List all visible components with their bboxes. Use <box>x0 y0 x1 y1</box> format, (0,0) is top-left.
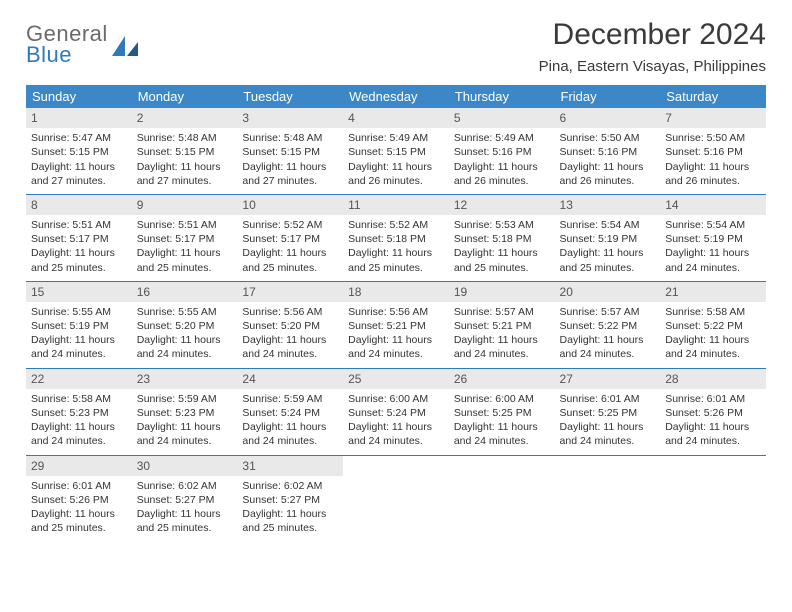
day-detail-cell: Sunrise: 5:57 AMSunset: 5:22 PMDaylight:… <box>555 302 661 368</box>
detail-row: Sunrise: 5:47 AMSunset: 5:15 PMDaylight:… <box>26 128 766 194</box>
detail-row: Sunrise: 6:01 AMSunset: 5:26 PMDaylight:… <box>26 476 766 542</box>
day-detail-cell: Sunrise: 5:51 AMSunset: 5:17 PMDaylight:… <box>132 215 238 281</box>
day-number-cell <box>660 455 766 476</box>
daynum-row: 15161718192021 <box>26 281 766 302</box>
day-detail-cell: Sunrise: 5:54 AMSunset: 5:19 PMDaylight:… <box>555 215 661 281</box>
day-detail-cell <box>660 476 766 542</box>
logo-sail-icon <box>112 34 140 58</box>
day-detail-cell: Sunrise: 5:56 AMSunset: 5:21 PMDaylight:… <box>343 302 449 368</box>
day-detail-cell: Sunrise: 5:59 AMSunset: 5:24 PMDaylight:… <box>237 389 343 455</box>
daynum-row: 1234567 <box>26 108 766 128</box>
day-number-cell: 30 <box>132 455 238 476</box>
day-detail-cell: Sunrise: 5:48 AMSunset: 5:15 PMDaylight:… <box>132 128 238 194</box>
day-number-cell: 22 <box>26 368 132 389</box>
day-number-cell: 14 <box>660 194 766 215</box>
weekday-header: Sunday <box>26 85 132 108</box>
location-text: Pina, Eastern Visayas, Philippines <box>539 58 766 75</box>
day-number-cell: 12 <box>449 194 555 215</box>
day-detail-cell: Sunrise: 6:00 AMSunset: 5:24 PMDaylight:… <box>343 389 449 455</box>
day-number-cell: 29 <box>26 455 132 476</box>
header: General Blue December 2024 Pina, Eastern… <box>26 18 766 75</box>
day-number-cell: 5 <box>449 108 555 128</box>
daynum-row: 22232425262728 <box>26 368 766 389</box>
day-number-cell: 3 <box>237 108 343 128</box>
day-number-cell <box>555 455 661 476</box>
day-number-cell: 4 <box>343 108 449 128</box>
day-detail-cell: Sunrise: 5:59 AMSunset: 5:23 PMDaylight:… <box>132 389 238 455</box>
day-number-cell: 7 <box>660 108 766 128</box>
day-number-cell: 1 <box>26 108 132 128</box>
day-number-cell: 27 <box>555 368 661 389</box>
day-detail-cell: Sunrise: 6:02 AMSunset: 5:27 PMDaylight:… <box>132 476 238 542</box>
day-number-cell: 17 <box>237 281 343 302</box>
day-detail-cell: Sunrise: 6:01 AMSunset: 5:25 PMDaylight:… <box>555 389 661 455</box>
calendar-table: Sunday Monday Tuesday Wednesday Thursday… <box>26 85 766 541</box>
day-number-cell: 24 <box>237 368 343 389</box>
day-detail-cell <box>343 476 449 542</box>
day-number-cell: 6 <box>555 108 661 128</box>
day-detail-cell: Sunrise: 5:55 AMSunset: 5:19 PMDaylight:… <box>26 302 132 368</box>
day-number-cell: 2 <box>132 108 238 128</box>
day-detail-cell: Sunrise: 5:52 AMSunset: 5:17 PMDaylight:… <box>237 215 343 281</box>
day-number-cell: 8 <box>26 194 132 215</box>
day-detail-cell: Sunrise: 6:02 AMSunset: 5:27 PMDaylight:… <box>237 476 343 542</box>
brand-logo: General Blue <box>26 18 140 66</box>
day-detail-cell: Sunrise: 6:00 AMSunset: 5:25 PMDaylight:… <box>449 389 555 455</box>
day-detail-cell: Sunrise: 5:58 AMSunset: 5:22 PMDaylight:… <box>660 302 766 368</box>
day-number-cell: 11 <box>343 194 449 215</box>
day-detail-cell: Sunrise: 5:58 AMSunset: 5:23 PMDaylight:… <box>26 389 132 455</box>
detail-row: Sunrise: 5:51 AMSunset: 5:17 PMDaylight:… <box>26 215 766 281</box>
weekday-header: Wednesday <box>343 85 449 108</box>
day-detail-cell: Sunrise: 5:49 AMSunset: 5:15 PMDaylight:… <box>343 128 449 194</box>
day-detail-cell: Sunrise: 5:48 AMSunset: 5:15 PMDaylight:… <box>237 128 343 194</box>
weekday-header-row: Sunday Monday Tuesday Wednesday Thursday… <box>26 85 766 108</box>
day-detail-cell <box>555 476 661 542</box>
daynum-row: 891011121314 <box>26 194 766 215</box>
weekday-header: Thursday <box>449 85 555 108</box>
day-number-cell: 31 <box>237 455 343 476</box>
brand-text: General Blue <box>26 24 108 66</box>
day-number-cell: 18 <box>343 281 449 302</box>
day-detail-cell: Sunrise: 6:01 AMSunset: 5:26 PMDaylight:… <box>26 476 132 542</box>
day-detail-cell: Sunrise: 5:51 AMSunset: 5:17 PMDaylight:… <box>26 215 132 281</box>
day-detail-cell: Sunrise: 6:01 AMSunset: 5:26 PMDaylight:… <box>660 389 766 455</box>
day-number-cell: 10 <box>237 194 343 215</box>
day-number-cell: 9 <box>132 194 238 215</box>
detail-row: Sunrise: 5:58 AMSunset: 5:23 PMDaylight:… <box>26 389 766 455</box>
day-number-cell <box>343 455 449 476</box>
day-detail-cell: Sunrise: 5:47 AMSunset: 5:15 PMDaylight:… <box>26 128 132 194</box>
day-detail-cell: Sunrise: 5:52 AMSunset: 5:18 PMDaylight:… <box>343 215 449 281</box>
day-number-cell: 26 <box>449 368 555 389</box>
day-detail-cell: Sunrise: 5:49 AMSunset: 5:16 PMDaylight:… <box>449 128 555 194</box>
weekday-header: Monday <box>132 85 238 108</box>
day-number-cell: 25 <box>343 368 449 389</box>
day-number-cell: 16 <box>132 281 238 302</box>
month-title: December 2024 <box>539 18 766 52</box>
day-number-cell: 23 <box>132 368 238 389</box>
title-block: December 2024 Pina, Eastern Visayas, Phi… <box>539 18 766 75</box>
day-detail-cell <box>449 476 555 542</box>
day-detail-cell: Sunrise: 5:50 AMSunset: 5:16 PMDaylight:… <box>660 128 766 194</box>
brand-line2: Blue <box>26 42 72 67</box>
day-number-cell: 28 <box>660 368 766 389</box>
day-number-cell: 20 <box>555 281 661 302</box>
day-number-cell: 15 <box>26 281 132 302</box>
weekday-header: Saturday <box>660 85 766 108</box>
detail-row: Sunrise: 5:55 AMSunset: 5:19 PMDaylight:… <box>26 302 766 368</box>
day-number-cell <box>449 455 555 476</box>
day-number-cell: 21 <box>660 281 766 302</box>
weekday-header: Tuesday <box>237 85 343 108</box>
day-detail-cell: Sunrise: 5:57 AMSunset: 5:21 PMDaylight:… <box>449 302 555 368</box>
day-detail-cell: Sunrise: 5:54 AMSunset: 5:19 PMDaylight:… <box>660 215 766 281</box>
daynum-row: 293031 <box>26 455 766 476</box>
day-detail-cell: Sunrise: 5:55 AMSunset: 5:20 PMDaylight:… <box>132 302 238 368</box>
weekday-header: Friday <box>555 85 661 108</box>
day-detail-cell: Sunrise: 5:50 AMSunset: 5:16 PMDaylight:… <box>555 128 661 194</box>
day-detail-cell: Sunrise: 5:56 AMSunset: 5:20 PMDaylight:… <box>237 302 343 368</box>
calendar-body: 1234567Sunrise: 5:47 AMSunset: 5:15 PMDa… <box>26 108 766 541</box>
day-detail-cell: Sunrise: 5:53 AMSunset: 5:18 PMDaylight:… <box>449 215 555 281</box>
day-number-cell: 19 <box>449 281 555 302</box>
day-number-cell: 13 <box>555 194 661 215</box>
